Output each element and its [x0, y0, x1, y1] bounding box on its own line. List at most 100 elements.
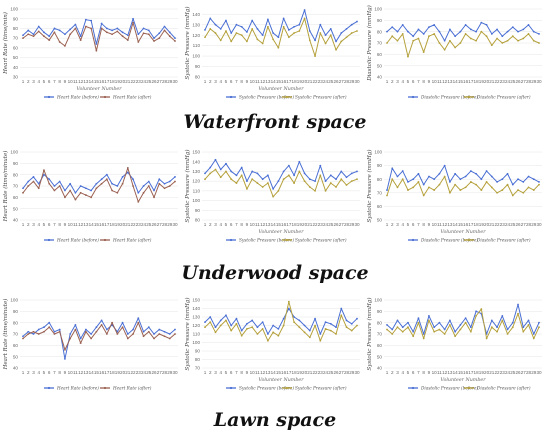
x-tick-label: 1 [204, 222, 207, 227]
x-tick-label: 18 [474, 370, 480, 375]
data-point [137, 41, 140, 43]
data-point [168, 35, 171, 38]
x-axis-label: Volunteer Number [440, 377, 486, 383]
x-tick-label: 16 [463, 370, 469, 375]
data-point [303, 324, 306, 327]
x-tick-label: 17 [104, 370, 110, 375]
data-point [246, 188, 248, 190]
x-tick-label: 7 [53, 222, 56, 227]
legend-marker [229, 386, 233, 390]
x-tick-label: 26 [515, 222, 521, 227]
x-tick-label: 18 [110, 222, 116, 227]
x-tick-label: 22 [131, 222, 137, 227]
data-point [153, 333, 155, 335]
x-tick-label: 1 [204, 370, 207, 375]
data-point [277, 36, 280, 39]
data-point [490, 175, 493, 178]
data-point [43, 35, 45, 38]
data-point [506, 39, 509, 42]
data-point [168, 333, 171, 335]
chart-lawn-diastolic: 40 50 60 70 80 90 100 Systolic Pressure (mmHg) 1… [366, 294, 546, 402]
x-tick-label: 1 [22, 222, 25, 227]
x-tick-label: 26 [333, 370, 339, 375]
data-point [443, 333, 446, 335]
data-point [407, 55, 409, 58]
x-tick-label: 23 [500, 79, 506, 84]
data-point [314, 324, 316, 327]
data-point [74, 198, 77, 201]
data-point [240, 329, 243, 332]
data-point [266, 25, 269, 28]
data-point [298, 319, 301, 322]
data-point [22, 335, 24, 338]
x-tick-label: 14 [271, 222, 277, 227]
y-tick-label: 100 [192, 198, 200, 203]
legend-label: Diastolic Pressure (after) [476, 386, 531, 391]
data-point [261, 42, 264, 45]
y-tick-label: 40 [13, 65, 19, 70]
data-point [74, 23, 77, 26]
data-point [335, 326, 337, 329]
data-point [225, 162, 227, 165]
x-tick-label: 25 [328, 222, 334, 227]
data-point [522, 326, 525, 329]
data-point [53, 333, 56, 335]
x-tick-label: 22 [131, 370, 137, 375]
data-point [142, 32, 145, 35]
data-point [459, 178, 462, 181]
x-tick-label: 7 [235, 79, 238, 84]
data-point [350, 172, 353, 175]
data-point [64, 196, 66, 199]
data-point [532, 30, 535, 33]
data-point [469, 170, 472, 172]
data-point [386, 324, 388, 326]
y-tick-label: 60 [377, 52, 383, 57]
x-tick-label: 28 [526, 79, 532, 84]
data-point [147, 33, 150, 36]
x-tick-label: 19 [297, 370, 303, 375]
data-point [345, 184, 348, 186]
x-tick-label: 20 [484, 222, 490, 227]
data-point [266, 174, 269, 177]
data-point [204, 326, 206, 329]
data-point [204, 321, 206, 323]
data-point [235, 23, 238, 26]
data-point [282, 25, 285, 28]
data-point [225, 319, 227, 322]
data-point [235, 32, 238, 34]
x-tick-label: 17 [468, 222, 474, 227]
x-tick-label: 23 [318, 370, 324, 375]
x-tick-label: 14 [271, 79, 277, 84]
data-point [158, 328, 161, 331]
data-point [79, 185, 82, 187]
x-tick-label: 20 [120, 370, 126, 375]
x-tick-label: 14 [453, 222, 459, 227]
data-point [37, 333, 40, 335]
y-tick-label: 50 [377, 354, 383, 359]
x-tick-label: 21 [307, 79, 313, 84]
data-point [126, 34, 129, 37]
data-point [95, 326, 98, 329]
x-tick-label: 24 [505, 370, 511, 375]
data-point [22, 37, 24, 40]
x-tick-label: 24 [505, 222, 511, 227]
data-point [204, 172, 206, 175]
data-point [538, 326, 540, 329]
data-point [475, 30, 478, 33]
data-point [235, 322, 238, 325]
x-tick-label: 21 [125, 79, 131, 84]
x-tick-label: 12 [442, 79, 448, 84]
data-point [319, 164, 322, 167]
x-tick-label: 27 [339, 79, 345, 84]
data-point [74, 191, 77, 194]
series-line-after [386, 308, 540, 340]
data-point [53, 31, 56, 34]
x-tick-label: 18 [292, 370, 298, 375]
x-tick-label: 3 [32, 370, 35, 375]
data-point [74, 324, 77, 326]
data-point [132, 185, 134, 187]
x-tick-label: 4 [401, 222, 404, 227]
data-point [501, 189, 504, 191]
x-tick-label: 11 [437, 370, 442, 375]
